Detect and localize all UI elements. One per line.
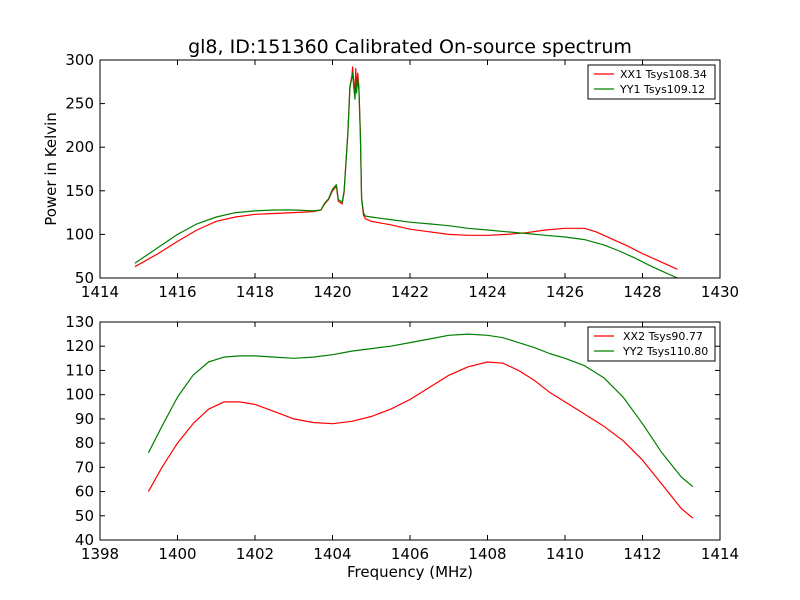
- y-tick-label: 300: [65, 51, 94, 69]
- legend: XX2 Tsys90.77 YY2 Tsys110.80: [587, 326, 716, 362]
- x-tick-label: 1424: [468, 283, 506, 301]
- legend-label-yy1: YY1 Tsys109.12: [619, 83, 705, 96]
- x-tick-label: 1402: [236, 545, 274, 563]
- y-tick-label: 60: [75, 483, 94, 501]
- x-tick-label: 1410: [546, 545, 584, 563]
- y-tick-label: 50: [75, 269, 94, 287]
- bottom-panel-series: [147, 333, 694, 519]
- x-tick-label: 1422: [391, 283, 429, 301]
- y-tick-label: 90: [75, 410, 94, 428]
- y-tick-label: 150: [65, 182, 94, 200]
- legend-label-xx1: XX1 Tsys108.34: [620, 68, 707, 81]
- x-tick-label: 1420: [313, 283, 351, 301]
- series-line-xx2: [147, 361, 694, 519]
- x-tick-label: 1408: [468, 545, 506, 563]
- x-tick-label: 1428: [623, 283, 661, 301]
- x-tick-label: 1404: [313, 545, 351, 563]
- y-tick-label: 80: [75, 434, 94, 452]
- y-tick-label: 100: [65, 225, 94, 243]
- legend-box: [587, 64, 716, 100]
- y-tick-label: 110: [65, 361, 94, 379]
- legend: XX1 Tsys108.34 YY1 Tsys109.12: [587, 64, 716, 100]
- y-tick-label: 120: [65, 337, 94, 355]
- x-tick-label: 1430: [701, 283, 739, 301]
- x-tick-label: 1414: [701, 545, 739, 563]
- y-tick-label: 130: [65, 313, 94, 331]
- x-tick-label: 1406: [391, 545, 429, 563]
- x-tick-label: 1426: [546, 283, 584, 301]
- top-panel-series: [134, 66, 678, 279]
- x-tick-label: 1400: [158, 545, 196, 563]
- y-tick-label: 50: [75, 507, 94, 525]
- top-panel-frame: [99, 59, 721, 279]
- x-tick-label: 1416: [158, 283, 196, 301]
- x-tick-label: 1414: [81, 283, 119, 301]
- y-tick-label: 200: [65, 138, 94, 156]
- bottom-panel: Frequency (MHz) 1398 1400 1402 1404 1406 1408…: [65, 313, 739, 581]
- y-tick-label: 100: [65, 386, 94, 404]
- bottom-panel-ticks: 1398 1400 1402 1404 1406 1408 1410 1412 1414 40 50…: [65, 313, 739, 563]
- y-tick-label: 40: [75, 531, 94, 549]
- x-axis-label: Frequency (MHz): [347, 563, 473, 581]
- bottom-panel-frame: [99, 321, 721, 541]
- chart-title: gl8, ID:151360 Calibrated On-source spec…: [188, 36, 632, 58]
- y-tick-label: 250: [65, 95, 94, 113]
- x-tick-label: 1398: [81, 545, 119, 563]
- top-panel: gl8, ID:151360 Calibrated On-source spec…: [42, 36, 739, 301]
- legend-label-yy2: YY2 Tsys110.80: [622, 345, 708, 358]
- x-tick-label: 1412: [623, 545, 661, 563]
- legend-box: [587, 326, 716, 362]
- top-panel-ticks: 1414 1416 1418 1420 1422 1424 1426 1428 1430 50 10…: [65, 51, 739, 301]
- x-tick-label: 1418: [236, 283, 274, 301]
- y-tick-label: 70: [75, 458, 94, 476]
- legend-label-xx2: XX2 Tsys90.77: [623, 330, 703, 343]
- series-line-yy1: [134, 72, 678, 279]
- y-axis-label: Power in Kelvin: [42, 112, 60, 226]
- series-line-yy2: [147, 333, 694, 488]
